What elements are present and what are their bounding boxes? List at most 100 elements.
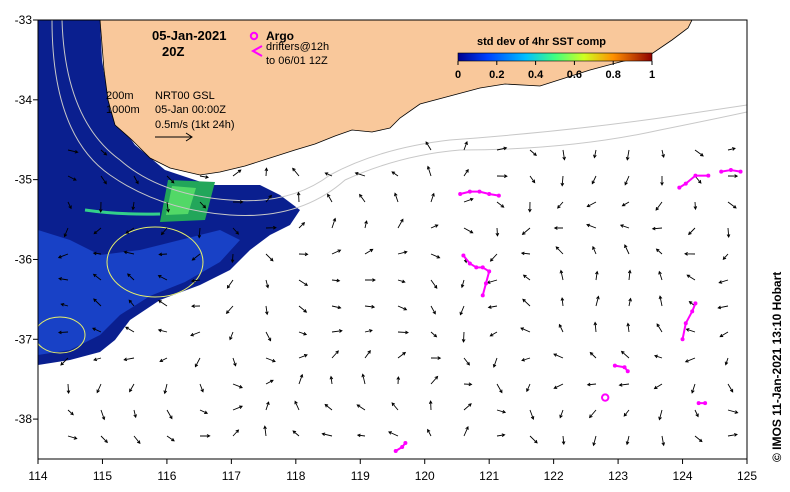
lon-tick-label: 117 <box>222 469 241 483</box>
current-vector <box>520 327 531 333</box>
current-vector <box>157 328 168 333</box>
current-vector <box>329 375 334 385</box>
current-vector <box>428 400 433 411</box>
product-name: NRT00 GSL <box>155 90 215 102</box>
current-vector <box>232 357 237 367</box>
current-vector <box>688 227 696 236</box>
current-vector <box>225 305 234 315</box>
current-vector <box>560 297 565 307</box>
current-vector <box>660 176 664 186</box>
current-vector <box>727 174 739 178</box>
current-vector <box>463 227 474 234</box>
current-vector <box>232 383 243 389</box>
current-vector <box>520 251 531 256</box>
lat-tick-label: -35 <box>15 173 33 187</box>
drifter-segment <box>614 364 625 369</box>
drifter-segment <box>684 310 694 324</box>
current-vector <box>100 149 108 156</box>
current-vector <box>461 331 466 343</box>
current-vector <box>294 400 300 411</box>
current-vector <box>658 270 663 281</box>
current-vector <box>197 227 202 239</box>
current-vector <box>67 201 72 210</box>
lon-tick-label: 122 <box>544 469 564 483</box>
drifter-segment <box>462 254 471 265</box>
current-vector <box>495 227 500 237</box>
current-vector <box>60 302 69 307</box>
drifter-segment <box>678 182 687 189</box>
lat-tick-label: -38 <box>15 412 33 426</box>
current-vector <box>265 279 270 289</box>
current-vector <box>724 357 729 366</box>
current-vector <box>592 245 597 255</box>
sst-field-mid <box>38 230 240 355</box>
current-vector <box>359 193 366 203</box>
current-vector <box>727 383 734 393</box>
current-vector <box>589 351 597 359</box>
current-vector <box>726 227 731 238</box>
current-vector <box>591 175 597 185</box>
current-vector <box>397 351 407 359</box>
current-vector <box>685 328 696 333</box>
current-vector <box>430 253 441 259</box>
colorbar-tick-label: 0.8 <box>606 69 621 81</box>
current-vector <box>265 401 270 411</box>
current-vector <box>331 278 341 283</box>
colorbar-title: std dev of 4hr SST comp <box>477 36 606 48</box>
current-vector <box>298 252 309 257</box>
current-vector <box>232 169 242 177</box>
current-vector <box>595 270 599 281</box>
lon-tick-label: 125 <box>737 469 757 483</box>
lon-tick-label: 114 <box>28 469 47 483</box>
current-vector <box>522 274 531 281</box>
current-vector <box>199 383 204 393</box>
isobath-label-200m: 200m <box>106 90 134 102</box>
lon-tick-label: 119 <box>351 469 370 483</box>
current-vector <box>331 217 337 229</box>
current-vector <box>427 428 432 437</box>
current-vector <box>560 175 565 187</box>
current-vector <box>127 273 135 281</box>
current-vector <box>354 171 366 177</box>
current-vector <box>593 321 598 333</box>
current-vector <box>661 149 665 159</box>
current-vector <box>391 171 399 177</box>
current-vector <box>693 201 698 211</box>
current-vector <box>717 305 729 310</box>
current-vector <box>684 357 696 363</box>
current-vector <box>463 382 473 387</box>
current-vector <box>586 382 597 387</box>
current-vector <box>397 250 408 255</box>
current-vector <box>199 434 211 438</box>
current-vector <box>553 226 563 230</box>
drifter-legend-line1: drifters@12h <box>266 41 329 53</box>
colorbar-tick-label: 1 <box>649 69 655 81</box>
current-vector <box>133 409 137 419</box>
current-vector <box>655 248 663 255</box>
current-vector <box>166 409 173 420</box>
map-date: 05-Jan-2021 <box>152 28 226 43</box>
current-vector <box>166 435 175 442</box>
current-vector <box>327 193 333 203</box>
current-vector <box>98 201 103 213</box>
current-vector <box>100 435 108 444</box>
current-vector <box>131 201 136 211</box>
current-vector <box>684 252 696 256</box>
current-vector <box>397 279 406 284</box>
current-vector <box>528 201 532 213</box>
current-vector <box>298 305 308 313</box>
current-vector <box>190 278 201 283</box>
current-vector <box>125 227 135 234</box>
current-vector <box>191 304 201 308</box>
current-vector <box>263 425 267 437</box>
current-vector <box>199 175 210 179</box>
current-vector <box>265 253 274 262</box>
lon-tick-label: 124 <box>673 469 693 483</box>
current-vector <box>321 432 333 437</box>
current-vector <box>364 220 368 229</box>
current-vector <box>133 435 141 445</box>
current-vector <box>496 383 503 394</box>
current-vector <box>364 248 374 255</box>
drifter-segment <box>721 169 732 173</box>
